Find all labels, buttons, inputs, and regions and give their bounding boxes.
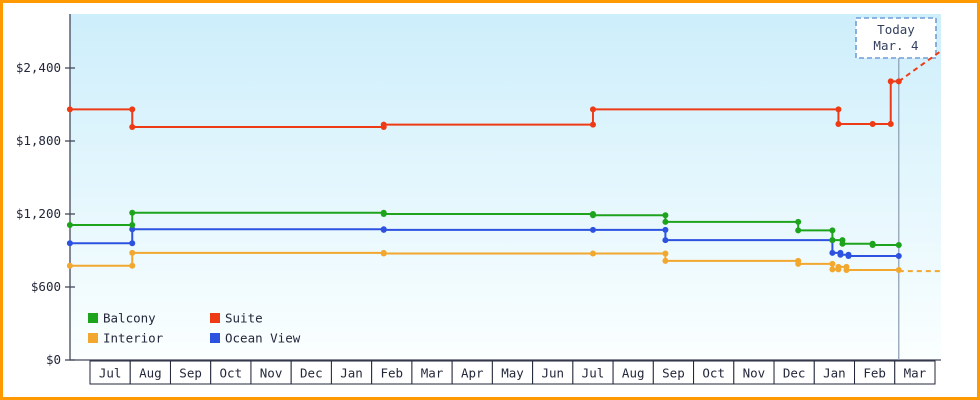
x-axis-month-label: Sep (179, 366, 202, 381)
series-point-interior (835, 263, 842, 270)
series-point-suite (835, 106, 842, 113)
series-point-ocean-view (662, 237, 669, 244)
today-box (855, 17, 937, 59)
x-axis-month-label: Jan (823, 366, 846, 381)
y-axis-tick-label: $1,200 (16, 206, 61, 221)
series-point-interior (829, 266, 836, 273)
series-point-balcony (795, 227, 802, 234)
series-point-suite (835, 120, 842, 127)
x-axis-month-label: May (501, 366, 524, 381)
legend-swatch-suite (210, 313, 220, 323)
x-axis-month-label: Nov (260, 366, 283, 381)
x-axis-month-label: Dec (300, 366, 323, 381)
y-axis-tick-label: $1,800 (16, 133, 61, 148)
x-axis-month-label: Apr (461, 366, 484, 381)
y-axis-tick-label: $2,400 (16, 60, 61, 75)
series-point-ocean-view (129, 240, 136, 247)
x-axis-month-label: Jul (582, 366, 605, 381)
series-point-suite (887, 78, 894, 85)
series-point-interior (66, 262, 73, 269)
legend-label-ocean-view: Ocean View (225, 331, 301, 346)
series-point-ocean-view (845, 252, 852, 259)
x-axis-month-label: Feb (863, 366, 886, 381)
series-line-balcony (69, 211, 899, 247)
series-point-balcony (662, 218, 669, 225)
series-point-ocean-view (895, 252, 902, 259)
series-point-suite (887, 120, 894, 127)
today-label-line2: Mar. 4 (873, 38, 918, 53)
series-point-balcony (869, 242, 876, 249)
series-point-interior (129, 262, 136, 269)
series-point-balcony (66, 221, 73, 228)
series-point-balcony (380, 211, 387, 217)
series-point-ocean-view (829, 249, 836, 256)
series-point-ocean-view (66, 240, 73, 247)
x-axis-month-cell (894, 360, 936, 385)
legend-swatch-ocean-view (210, 333, 220, 343)
x-axis-month-label: Nov (743, 366, 766, 381)
legend-label-balcony: Balcony (103, 311, 156, 326)
series-point-balcony (589, 212, 596, 219)
x-axis-month-label: Aug (139, 366, 162, 381)
series-point-interior (662, 250, 669, 257)
series-point-suite (589, 106, 596, 113)
x-axis-month-label: Oct (220, 366, 243, 381)
series-point-interior (380, 250, 387, 257)
legend-label-suite: Suite (225, 311, 263, 326)
series-point-balcony (795, 218, 802, 225)
x-axis-month-label: Feb (380, 366, 403, 381)
series-point-balcony (829, 227, 836, 234)
x-axis-month-label: Oct (702, 366, 725, 381)
series-point-interior (662, 257, 669, 264)
series-point-balcony (662, 212, 669, 219)
series-point-ocean-view (837, 251, 844, 258)
x-axis-month-label: Mar (421, 366, 444, 381)
series-point-suite (129, 106, 136, 113)
x-axis-month-label: Mar (904, 366, 927, 381)
series-point-suite (895, 78, 902, 85)
series-point-balcony (829, 237, 836, 244)
series-point-suite (66, 106, 73, 113)
legend-swatch-interior (88, 333, 98, 343)
series-point-balcony (129, 221, 136, 228)
series-point-balcony (129, 209, 136, 216)
series-point-interior (895, 266, 902, 273)
plot-area (70, 14, 941, 360)
legend-label-interior: Interior (103, 331, 164, 346)
y-axis-tick-label: $600 (31, 279, 61, 294)
series-point-interior (129, 249, 136, 256)
x-axis-month-label: Jun (541, 366, 564, 381)
series-point-interior (843, 266, 850, 273)
x-axis-month-label: Sep (662, 366, 685, 381)
series-point-interior (795, 260, 802, 267)
x-axis-month-label: Jul (99, 366, 122, 381)
x-axis-month-label: Dec (783, 366, 806, 381)
series-point-ocean-view (589, 226, 596, 233)
series-point-interior (589, 250, 596, 257)
legend-swatch-balcony (88, 313, 98, 323)
x-axis-month-label: Aug (622, 366, 645, 381)
y-axis-tick-label: $0 (46, 352, 61, 367)
series-point-suite (589, 121, 596, 128)
today-label-line1: Today (877, 22, 915, 37)
series-point-suite (380, 121, 387, 128)
series-point-suite (869, 120, 876, 127)
x-axis-month-label: Jan (340, 366, 363, 381)
series-point-ocean-view (380, 226, 387, 233)
series-point-interior (829, 260, 836, 267)
series-point-ocean-view (129, 226, 136, 233)
series-point-ocean-view (662, 226, 669, 233)
series-point-balcony (895, 242, 902, 249)
series-point-suite (129, 124, 136, 131)
series-point-balcony (839, 240, 846, 247)
